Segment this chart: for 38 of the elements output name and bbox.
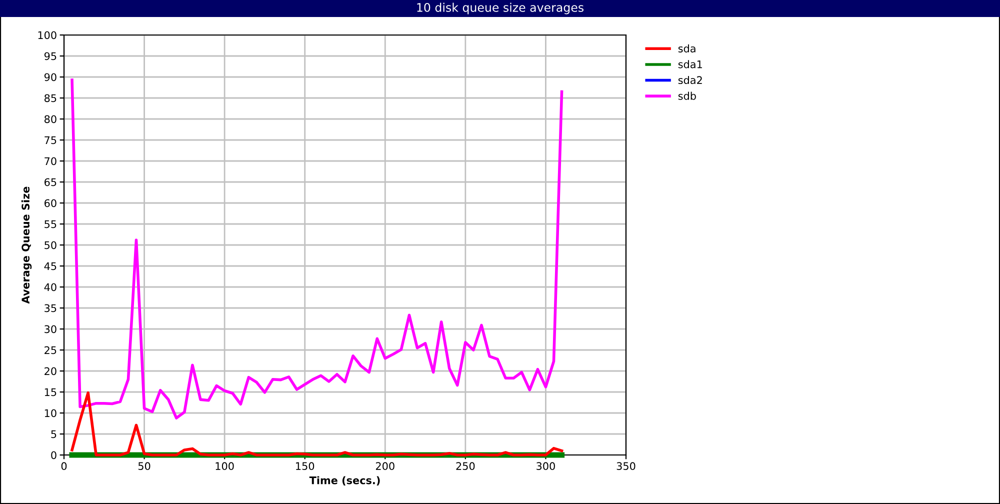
y-tick-label: 45 (44, 262, 56, 270)
line-series (70, 78, 564, 420)
y-tick-label: 95 (44, 52, 56, 60)
y-tick-label: 100 (38, 31, 56, 40)
y-tick-label: 55 (44, 220, 56, 228)
y-tick-label: 75 (44, 136, 56, 144)
y-tick-label: 25 (44, 346, 56, 354)
x-tick-label: 200 (376, 462, 394, 470)
x-tick-label: 250 (456, 462, 475, 470)
y-tick-label: 5 (51, 430, 56, 438)
y-tick-label: 65 (44, 178, 56, 186)
y-tick-label: 70 (44, 157, 56, 166)
y-tick-label: 10 (44, 409, 56, 418)
legend-label: sda1 (678, 60, 702, 68)
legend-label: sdb (678, 92, 696, 100)
x-tick-label: 350 (616, 462, 636, 470)
y-tick-label: 30 (44, 325, 56, 334)
line-series (70, 391, 564, 456)
legend-label: sda (678, 44, 696, 52)
y-tick-label: 40 (44, 283, 56, 292)
x-axis-title: Time (secs.) (309, 476, 380, 486)
x-tick-label: 0 (61, 462, 67, 470)
y-tick-label: 60 (44, 199, 56, 208)
chart-title: 10 disk queue size averages (417, 2, 584, 14)
y-tick-label: 20 (44, 367, 56, 376)
x-tick-label: 50 (138, 462, 150, 470)
x-tick-label: 300 (536, 462, 555, 470)
y-tick-label: 35 (44, 304, 56, 312)
y-tick-label: 15 (44, 388, 56, 396)
y-tick-label: 80 (44, 115, 56, 124)
y-tick-label: 90 (44, 73, 56, 82)
y-axis-title: Average Queue Size (21, 186, 32, 304)
y-tick-label: 50 (44, 241, 56, 250)
x-tick-label: 150 (296, 462, 314, 470)
y-tick-label: 85 (44, 94, 56, 102)
x-tick-label: 100 (216, 462, 234, 470)
y-tick-label: 0 (51, 451, 56, 460)
legend-label: sda2 (678, 76, 702, 84)
